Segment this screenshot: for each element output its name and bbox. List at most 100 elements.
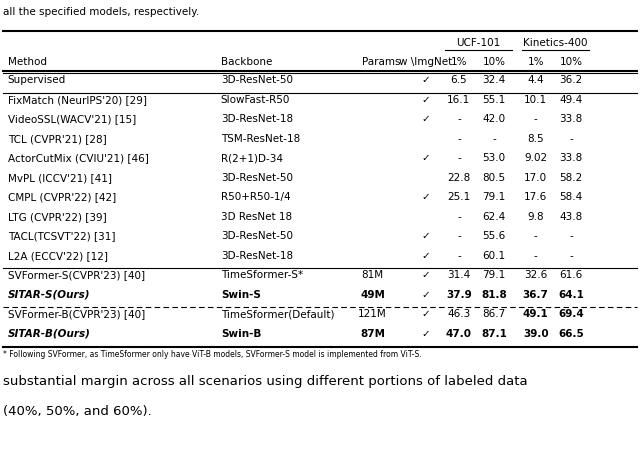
Text: ✓: ✓	[421, 290, 430, 300]
Text: w \ImgNet: w \ImgNet	[399, 57, 452, 67]
Text: 32.6: 32.6	[524, 270, 547, 280]
Text: 3D ResNet 18: 3D ResNet 18	[221, 212, 292, 222]
Text: 39.0: 39.0	[523, 329, 548, 339]
Text: 55.6: 55.6	[483, 231, 506, 241]
Text: SVFormer-S(CVPR'23) [40]: SVFormer-S(CVPR'23) [40]	[8, 270, 145, 280]
Text: * Following SVFormer, as TimeSformer only have ViT-B models, SVFormer-S model is: * Following SVFormer, as TimeSformer onl…	[3, 350, 422, 359]
Text: 58.2: 58.2	[559, 173, 582, 183]
Text: 49.4: 49.4	[559, 95, 582, 105]
Text: LTG (CVPR'22) [39]: LTG (CVPR'22) [39]	[8, 212, 106, 222]
Text: 37.9: 37.9	[446, 290, 472, 300]
Text: ✓: ✓	[421, 309, 430, 319]
Text: Kinetics-400: Kinetics-400	[523, 38, 588, 48]
Text: -: -	[492, 134, 496, 144]
Text: -: -	[457, 134, 461, 144]
Text: 3D-ResNet-50: 3D-ResNet-50	[221, 75, 292, 85]
Text: 10.1: 10.1	[524, 95, 547, 105]
Text: Method: Method	[8, 57, 47, 67]
Text: -: -	[569, 134, 573, 144]
Text: 3D-ResNet-18: 3D-ResNet-18	[221, 114, 293, 124]
Text: ✓: ✓	[421, 114, 430, 124]
Text: 36.7: 36.7	[523, 290, 548, 300]
Text: SITAR-S(Ours): SITAR-S(Ours)	[8, 290, 90, 300]
Text: R50+R50-1/4: R50+R50-1/4	[221, 192, 291, 202]
Text: 3D-ResNet-50: 3D-ResNet-50	[221, 231, 292, 241]
Text: 47.0: 47.0	[446, 329, 472, 339]
Text: MvPL (ICCV'21) [41]: MvPL (ICCV'21) [41]	[8, 173, 112, 183]
Text: 64.1: 64.1	[558, 290, 584, 300]
Text: substantial margin across all scenarios using different portions of labeled data: substantial margin across all scenarios …	[3, 375, 528, 388]
Text: (40%, 50%, and 60%).: (40%, 50%, and 60%).	[3, 405, 152, 417]
Text: 42.0: 42.0	[483, 114, 506, 124]
Text: -: -	[569, 251, 573, 261]
Text: 53.0: 53.0	[483, 153, 506, 163]
Text: 62.4: 62.4	[483, 212, 506, 222]
Text: 9.8: 9.8	[527, 212, 544, 222]
Text: 55.1: 55.1	[483, 95, 506, 105]
Text: 25.1: 25.1	[447, 192, 470, 202]
Text: SVFormer-B(CVPR'23) [40]: SVFormer-B(CVPR'23) [40]	[8, 309, 145, 319]
Text: Swin-S: Swin-S	[221, 290, 260, 300]
Text: 17.6: 17.6	[524, 192, 547, 202]
Text: TimeSformer(Default): TimeSformer(Default)	[221, 309, 334, 319]
Text: 22.8: 22.8	[447, 173, 470, 183]
Text: ✓: ✓	[421, 192, 430, 202]
Text: TimeSformer-S*: TimeSformer-S*	[221, 270, 303, 280]
Text: Swin-B: Swin-B	[221, 329, 261, 339]
Text: L2A (ECCV'22) [12]: L2A (ECCV'22) [12]	[8, 251, 108, 261]
Text: 3D-ResNet-50: 3D-ResNet-50	[221, 173, 292, 183]
Text: 33.8: 33.8	[559, 153, 582, 163]
Text: ✓: ✓	[421, 231, 430, 241]
Text: -: -	[457, 153, 461, 163]
Text: TSM-ResNet-18: TSM-ResNet-18	[221, 134, 300, 144]
Text: 4.4: 4.4	[527, 75, 544, 85]
Text: 3D-ResNet-18: 3D-ResNet-18	[221, 251, 293, 261]
Text: -: -	[534, 251, 538, 261]
Text: 10%: 10%	[559, 57, 582, 67]
Text: Params: Params	[362, 57, 400, 67]
Text: 8.5: 8.5	[527, 134, 544, 144]
Text: -: -	[457, 251, 461, 261]
Text: 79.1: 79.1	[483, 270, 506, 280]
Text: 49M: 49M	[360, 290, 385, 300]
Text: ✓: ✓	[421, 75, 430, 85]
Text: VideoSSL(WACV'21) [15]: VideoSSL(WACV'21) [15]	[8, 114, 136, 124]
Text: 61.6: 61.6	[559, 270, 582, 280]
Text: 81.8: 81.8	[481, 290, 507, 300]
Text: -: -	[569, 231, 573, 241]
Text: ✓: ✓	[421, 251, 430, 261]
Text: 69.4: 69.4	[558, 309, 584, 319]
Text: 60.1: 60.1	[483, 251, 506, 261]
Text: 80.5: 80.5	[483, 173, 506, 183]
Text: 66.5: 66.5	[558, 329, 584, 339]
Text: 46.3: 46.3	[447, 309, 470, 319]
Text: 1%: 1%	[527, 57, 544, 67]
Text: 33.8: 33.8	[559, 114, 582, 124]
Text: all the specified models, respectively.: all the specified models, respectively.	[3, 7, 200, 17]
Text: 32.4: 32.4	[483, 75, 506, 85]
Text: 86.7: 86.7	[483, 309, 506, 319]
Text: 121M: 121M	[358, 309, 387, 319]
Text: 6.5: 6.5	[451, 75, 467, 85]
Text: 87.1: 87.1	[481, 329, 507, 339]
Text: CMPL (CVPR'22) [42]: CMPL (CVPR'22) [42]	[8, 192, 116, 202]
Text: 17.0: 17.0	[524, 173, 547, 183]
Text: ✓: ✓	[421, 270, 430, 280]
Text: 31.4: 31.4	[447, 270, 470, 280]
Text: -: -	[457, 114, 461, 124]
Text: 9.02: 9.02	[524, 153, 547, 163]
Text: ✓: ✓	[421, 95, 430, 105]
Text: 49.1: 49.1	[523, 309, 548, 319]
Text: -: -	[457, 212, 461, 222]
Text: -: -	[457, 231, 461, 241]
Text: -: -	[534, 114, 538, 124]
Text: TCL (CVPR'21) [28]: TCL (CVPR'21) [28]	[8, 134, 106, 144]
Text: -: -	[534, 231, 538, 241]
Text: Backbone: Backbone	[221, 57, 272, 67]
Text: ✓: ✓	[421, 329, 430, 339]
Text: TACL(TCSVT'22) [31]: TACL(TCSVT'22) [31]	[8, 231, 115, 241]
Text: UCF-101: UCF-101	[456, 38, 500, 48]
Text: ✓: ✓	[421, 153, 430, 163]
Text: 43.8: 43.8	[559, 212, 582, 222]
Text: 81M: 81M	[362, 270, 383, 280]
